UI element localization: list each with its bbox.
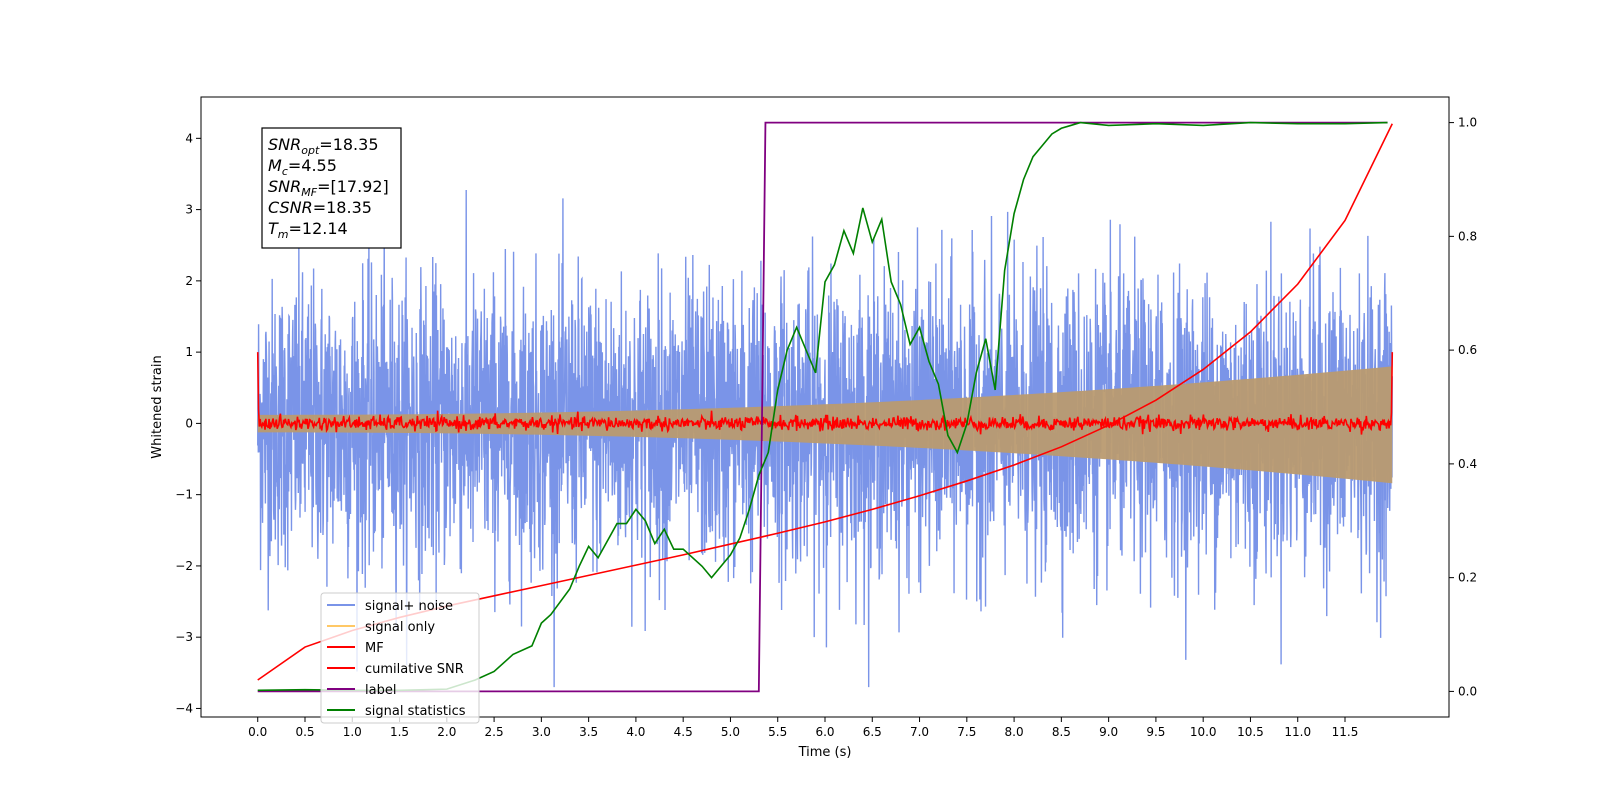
y-axis-right: 1.0 0.8 0.6 0.4 0.2 0.0 <box>1449 116 1477 698</box>
y-tick-label: 2 <box>185 274 193 288</box>
legend-entry: signal only <box>365 620 435 635</box>
x-tick-label: 1.0 <box>343 725 362 739</box>
y-axis-left: 4 3 2 1 0 −1 −2 −3 −4 <box>175 131 201 715</box>
info-line: Mc=4.55 <box>268 156 337 178</box>
y-tick-label: 1 <box>185 345 193 359</box>
x-tick-label: 8.0 <box>1005 725 1024 739</box>
x-tick-label: 7.0 <box>910 725 929 739</box>
x-tick-label: 0.0 <box>248 725 267 739</box>
x-tick-label: 5.0 <box>721 725 740 739</box>
info-box: SNRopt=18.35Mc=4.55SNRMF=[17.92]CSNR=18.… <box>261 127 402 249</box>
x-tick-label: 6.5 <box>863 725 882 739</box>
x-tick-label: 3.0 <box>532 725 551 739</box>
series-label <box>257 121 1388 693</box>
y-axis-label: Whitened strain <box>150 355 165 458</box>
x-tick-label: 10.5 <box>1237 725 1264 739</box>
y-tick-label: −2 <box>175 559 193 573</box>
x-tick-label: 3.5 <box>579 725 598 739</box>
info-line: SNRMF=[17.92] <box>268 177 389 199</box>
y-tick-label: 4 <box>185 131 193 145</box>
y-tick-label: −3 <box>175 630 193 644</box>
info-line: SNRopt=18.35 <box>268 135 379 157</box>
x-tick-label: 0.5 <box>295 725 314 739</box>
series-signal-only <box>257 366 1393 484</box>
y-tick-label: 0 <box>185 416 193 430</box>
legend-frame <box>320 592 480 724</box>
x-tick-label: 11.0 <box>1284 725 1311 739</box>
series-mf <box>256 352 1394 435</box>
x-tick-label: 1.5 <box>390 725 409 739</box>
x-tick-label: 8.5 <box>1052 725 1071 739</box>
x-tick-label: 9.5 <box>1146 725 1165 739</box>
y2-tick-label: 1.0 <box>1458 116 1477 130</box>
info-line: Tm=12.14 <box>268 219 348 241</box>
y-tick-label: −4 <box>175 701 193 715</box>
y2-tick-label: 0.0 <box>1458 684 1477 698</box>
legend-entry: cumilative SNR <box>365 662 464 677</box>
x-tick-label: 10.0 <box>1190 725 1217 739</box>
x-tick-label: 11.5 <box>1332 725 1359 739</box>
y-tick-label: 3 <box>185 203 193 217</box>
legend-entry: signal+ noise <box>365 599 453 614</box>
y2-tick-label: 0.4 <box>1458 457 1477 471</box>
x-tick-label: 4.5 <box>674 725 693 739</box>
x-tick-label: 7.5 <box>957 725 976 739</box>
y2-tick-label: 0.2 <box>1458 571 1477 585</box>
x-tick-label: 4.0 <box>626 725 645 739</box>
legend: signal+ noise signal only MF cumilative SNR… <box>320 592 480 724</box>
x-tick-label: 2.5 <box>485 725 504 739</box>
info-line: CSNR=18.35 <box>268 198 372 217</box>
info-box-frame <box>261 127 402 249</box>
x-axis-label: Time (s) <box>798 745 852 760</box>
x-tick-label: 9.0 <box>1099 725 1118 739</box>
y2-tick-label: 0.8 <box>1458 229 1477 243</box>
x-tick-label: 6.0 <box>815 725 834 739</box>
legend-entry: MF <box>365 641 384 656</box>
y2-tick-label: 0.6 <box>1458 343 1477 357</box>
legend-entry: label <box>365 683 396 698</box>
x-tick-label: 2.0 <box>437 725 456 739</box>
legend-entry: signal statistics <box>365 704 466 719</box>
series-signal-statistics <box>257 121 1388 692</box>
y-tick-label: −1 <box>175 488 193 502</box>
x-tick-label: 5.5 <box>768 725 787 739</box>
x-axis: 0.0 0.5 1.0 1.5 2.0 2.5 3.0 3.5 4.0 4.5 5.0 5.5 6.0 6… <box>248 717 1358 739</box>
